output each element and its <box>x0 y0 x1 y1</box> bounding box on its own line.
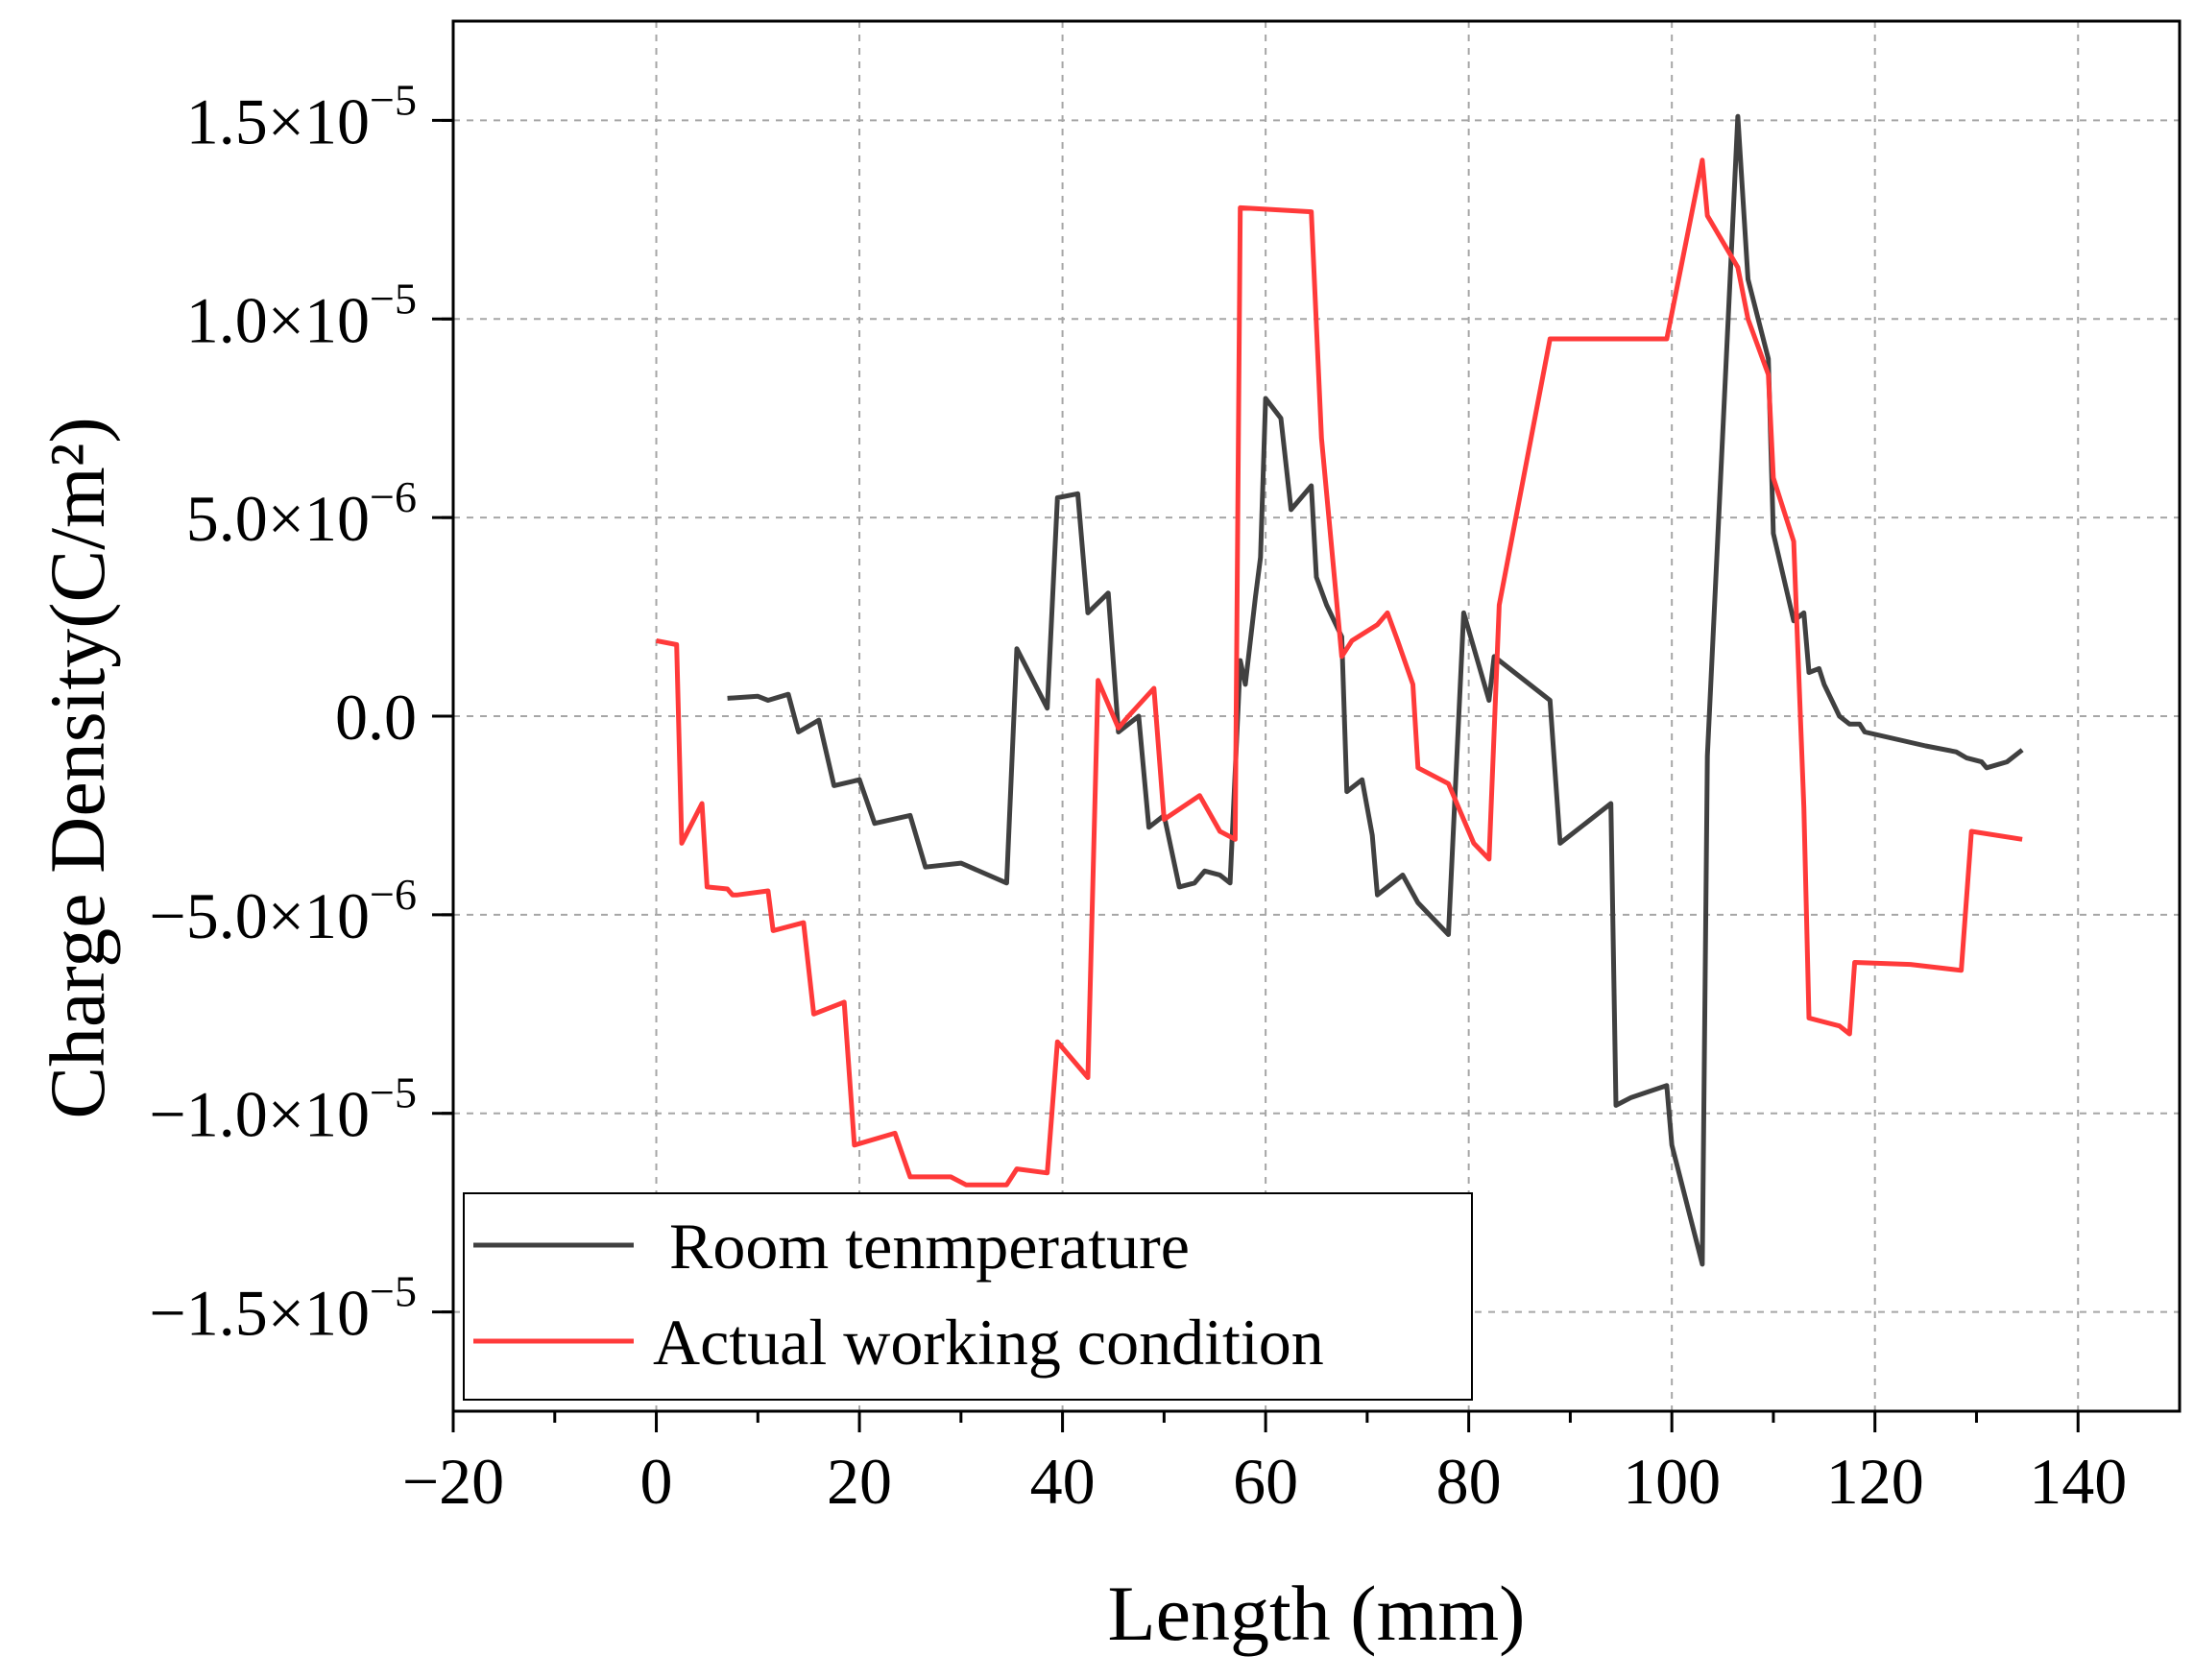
y-tick-label: −1.5×10−5 <box>149 1267 417 1350</box>
y-tick-label: −5.0×10−6 <box>149 870 417 952</box>
x-tick-label: 20 <box>827 1445 892 1518</box>
y-tick-label: 1.5×10−5 <box>186 75 417 157</box>
y-tick-label: 1.0×10−5 <box>186 274 417 356</box>
x-tick-label: 80 <box>1436 1445 1502 1518</box>
legend-box <box>463 1192 1473 1401</box>
x-tick-label: 140 <box>2029 1445 2127 1518</box>
y-axis: −1.5×10−5 −1.0×10−5 −5.0×10−6 0.0 5.0×10−6 1.… <box>149 75 453 1350</box>
legend-label-room-temperature: Room tenmperature <box>669 1210 1190 1283</box>
x-tick-label: 120 <box>1826 1445 1924 1518</box>
x-tick-label: 100 <box>1623 1445 1721 1518</box>
x-tick-label: 40 <box>1030 1445 1096 1518</box>
series-line-room-tenmperature <box>727 113 2024 1267</box>
x-tick-label: 0 <box>640 1445 673 1518</box>
series-line-actual-working-condition <box>656 157 2023 1188</box>
y-axis-title: Charge Density(C/m²) <box>34 417 121 1118</box>
x-tick-label: 60 <box>1233 1445 1298 1518</box>
x-axis-title: Length (mm) <box>1108 1570 1526 1657</box>
legend: Room tenmperature Actual working conditi… <box>463 1192 1473 1401</box>
y-tick-label: 5.0×10−6 <box>186 472 417 555</box>
y-tick-label: −1.0×10−5 <box>149 1068 417 1151</box>
legend-label-actual-working-condition: Actual working condition <box>653 1306 1324 1379</box>
data-series <box>656 113 2024 1267</box>
x-axis: −20 0 20 40 60 80 100 120 140 <box>402 1411 2127 1518</box>
y-tick-label: 0.0 <box>335 681 417 754</box>
x-tick-label: −20 <box>402 1445 504 1518</box>
